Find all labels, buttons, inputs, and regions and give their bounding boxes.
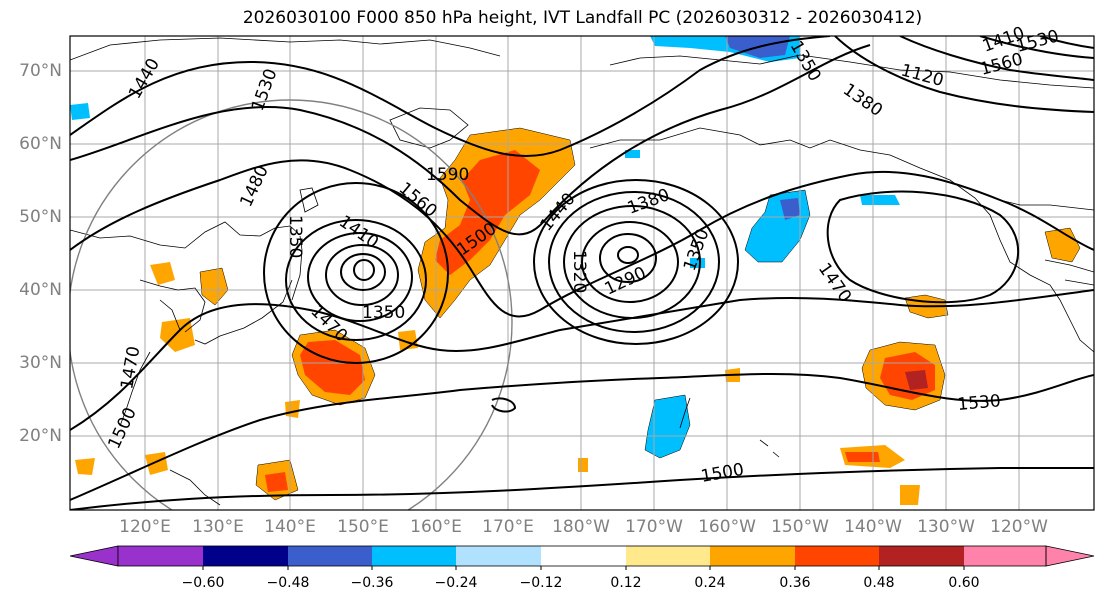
lon-label-150w: 150°W [771, 517, 829, 537]
graticule [70, 36, 1094, 510]
colorbar-tick: 0.60 [948, 575, 980, 591]
colorbar [69, 545, 1095, 570]
lon-label-140e: 140°E [264, 517, 316, 537]
colorbar-tick: 0.36 [779, 575, 811, 591]
lon-label-180w: 180°W [552, 517, 610, 537]
colorbar-tick: −0.12 [519, 575, 563, 591]
contour-label-1530-e: 1530 [957, 391, 1002, 415]
lon-label-150e: 150°E [337, 517, 389, 537]
lon-label-170w: 170°W [625, 517, 683, 537]
lon-label-120w: 120°W [990, 517, 1048, 537]
lon-label-130w: 130°W [917, 517, 975, 537]
contour-label-1320: 1320 [569, 250, 589, 293]
lat-label-20n: 20°N [19, 426, 62, 446]
colorbar-arrow-high [1045, 545, 1095, 567]
lon-label-130e: 130°E [192, 517, 244, 537]
colorbar-tick: −0.36 [350, 575, 394, 591]
map-frame [69, 35, 1095, 511]
contour-label-1350-low: 1350 [362, 303, 405, 323]
colorbar-arrow-low [69, 545, 119, 567]
contour-label-1350-vert: 1350 [285, 215, 305, 258]
colorbar-tick: 0.24 [694, 575, 726, 591]
lon-label-140w: 140°W [844, 517, 902, 537]
map-title: 2026030100 F000 850 hPa height, IVT Land… [242, 8, 923, 28]
colorbar-tick: −0.24 [434, 575, 478, 591]
lat-label-40n: 40°N [19, 280, 62, 300]
lat-label-30n: 30°N [19, 353, 62, 373]
lon-label-120e: 120°E [119, 517, 171, 537]
map-background [70, 36, 1094, 510]
lon-label-170e: 170°E [482, 517, 534, 537]
lat-label-50n: 50°N [19, 207, 62, 227]
coastlines [70, 37, 1094, 506]
lat-label-60n: 60°N [19, 134, 62, 154]
height-contours [70, 36, 1094, 510]
lon-label-160e: 160°E [410, 517, 462, 537]
lon-label-160w: 160°W [698, 517, 756, 537]
lat-label-70n: 70°N [19, 61, 62, 81]
contour-label-1590: 1590 [426, 165, 469, 185]
distance-circle [70, 99, 513, 510]
colorbar-tick: −0.48 [266, 575, 310, 591]
colorbar-tick: 0.48 [863, 575, 895, 591]
colorbar-tick: 0.12 [610, 575, 642, 591]
colorbar-tick: −0.60 [181, 575, 225, 591]
